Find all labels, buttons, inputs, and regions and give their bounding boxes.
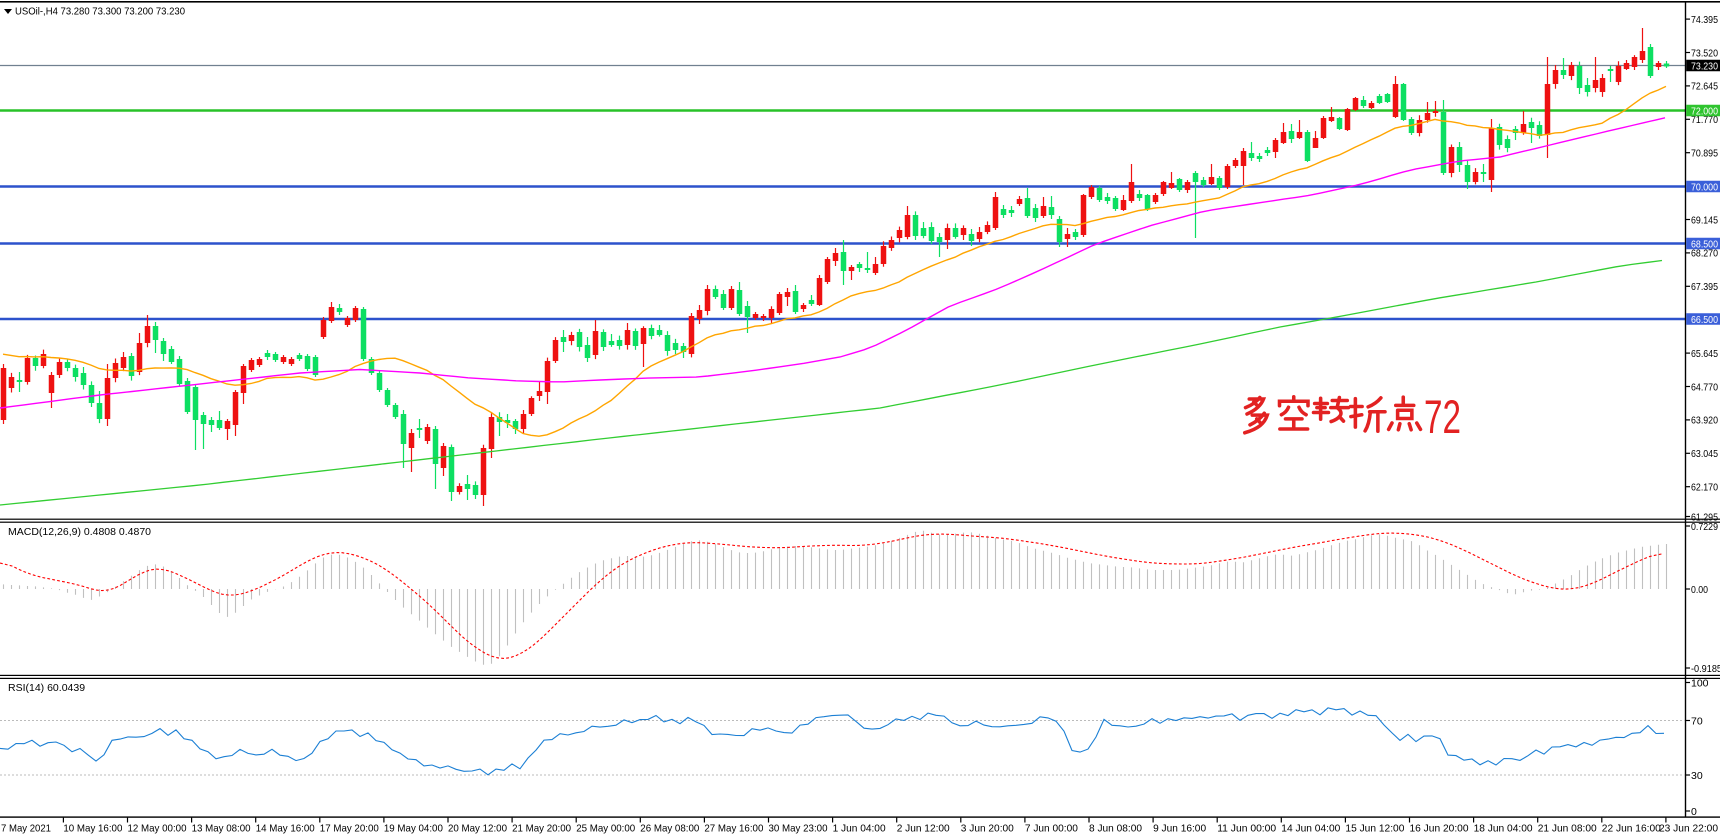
svg-text:21 Jun 08:00: 21 Jun 08:00: [1538, 823, 1597, 835]
svg-text:7 May 2021: 7 May 2021: [1, 823, 51, 835]
svg-text:25 May 00:00: 25 May 00:00: [576, 823, 635, 835]
svg-text:9 Jun 16:00: 9 Jun 16:00: [1153, 823, 1206, 835]
svg-text:72: 72: [1424, 390, 1461, 443]
svg-text:0.7229: 0.7229: [1691, 521, 1718, 533]
svg-text:22 Jun 16:00: 22 Jun 16:00: [1602, 823, 1661, 835]
svg-text:70.000: 70.000: [1691, 181, 1718, 193]
svg-text:100: 100: [1691, 677, 1709, 689]
svg-text:69.145: 69.145: [1691, 214, 1718, 226]
svg-text:11 Jun 00:00: 11 Jun 00:00: [1217, 823, 1276, 835]
svg-text:63.045: 63.045: [1691, 448, 1718, 460]
svg-text:2 Jun 12:00: 2 Jun 12:00: [897, 823, 950, 835]
svg-text:0: 0: [1691, 806, 1697, 818]
svg-text:66.500: 66.500: [1691, 314, 1718, 326]
svg-text:20 May 12:00: 20 May 12:00: [448, 823, 507, 835]
svg-text:7 Jun 00:00: 7 Jun 00:00: [1025, 823, 1078, 835]
svg-text:67.395: 67.395: [1691, 281, 1718, 293]
svg-text:70: 70: [1691, 715, 1703, 727]
svg-text:1 Jun 04:00: 1 Jun 04:00: [833, 823, 886, 835]
svg-text:68.500: 68.500: [1691, 238, 1718, 250]
svg-text:0.00: 0.00: [1691, 584, 1708, 596]
svg-text:21 May 20:00: 21 May 20:00: [512, 823, 571, 835]
svg-text:27 May 16:00: 27 May 16:00: [704, 823, 763, 835]
svg-text:MACD(12,26,9) 0.4808 0.4870: MACD(12,26,9) 0.4808 0.4870: [8, 526, 151, 538]
svg-text:10 May 16:00: 10 May 16:00: [63, 823, 122, 835]
svg-text:30: 30: [1691, 770, 1703, 782]
svg-text:63.920: 63.920: [1691, 415, 1718, 427]
svg-text:USOil-,H4 73.280 73.300 73.20: USOil-,H4 73.280 73.300 73.200 73.230: [15, 7, 185, 18]
svg-text:-0.9185: -0.9185: [1691, 663, 1720, 675]
svg-text:64.770: 64.770: [1691, 381, 1718, 393]
svg-text:23 Jun 22:00: 23 Jun 22:00: [1659, 823, 1718, 835]
svg-text:18 Jun 04:00: 18 Jun 04:00: [1474, 823, 1533, 835]
svg-text:68.270: 68.270: [1691, 248, 1718, 260]
svg-text:8 Jun 08:00: 8 Jun 08:00: [1089, 823, 1142, 835]
svg-text:62.170: 62.170: [1691, 482, 1718, 494]
svg-text:17 May 20:00: 17 May 20:00: [320, 823, 379, 835]
svg-text:71.770: 71.770: [1691, 114, 1718, 126]
svg-text:26 May 08:00: 26 May 08:00: [640, 823, 699, 835]
svg-text:15 Jun 12:00: 15 Jun 12:00: [1345, 823, 1404, 835]
svg-text:13 May 08:00: 13 May 08:00: [192, 823, 251, 835]
svg-text:73.520: 73.520: [1691, 47, 1718, 59]
svg-text:72.645: 72.645: [1691, 81, 1718, 93]
svg-text:RSI(14) 60.0439: RSI(14) 60.0439: [8, 682, 85, 694]
svg-text:65.645: 65.645: [1691, 348, 1718, 360]
svg-text:3 Jun 20:00: 3 Jun 20:00: [961, 823, 1014, 835]
svg-text:14 May 16:00: 14 May 16:00: [256, 823, 315, 835]
svg-text:74.395: 74.395: [1691, 14, 1718, 26]
svg-text:30 May 23:00: 30 May 23:00: [769, 823, 828, 835]
svg-text:14 Jun 04:00: 14 Jun 04:00: [1281, 823, 1340, 835]
svg-text:73.230: 73.230: [1691, 60, 1718, 72]
svg-text:61.295: 61.295: [1691, 511, 1718, 523]
svg-text:72.000: 72.000: [1691, 105, 1718, 117]
svg-text:70.895: 70.895: [1691, 148, 1718, 160]
svg-text:12 May 00:00: 12 May 00:00: [128, 823, 187, 835]
svg-text:16 Jun 20:00: 16 Jun 20:00: [1410, 823, 1469, 835]
svg-text:19 May 04:00: 19 May 04:00: [384, 823, 443, 835]
